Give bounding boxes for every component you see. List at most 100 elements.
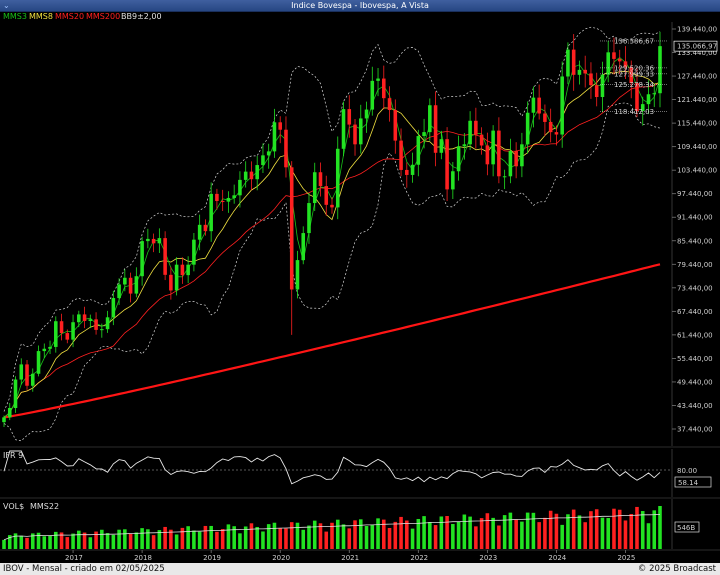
price-tick-label: 43.440,00 xyxy=(677,402,713,410)
candle-body xyxy=(554,132,559,135)
price-tick-label: 127.440,00 xyxy=(677,73,717,81)
volume-value-box xyxy=(674,521,700,533)
candle-body xyxy=(272,122,277,152)
candle-body xyxy=(215,193,219,201)
volume-bar xyxy=(358,519,363,549)
candle-body xyxy=(186,264,190,276)
volume-bar xyxy=(399,516,403,549)
candle-body xyxy=(134,276,139,294)
volume-bar xyxy=(232,526,236,549)
x-tick-label: 2023 xyxy=(479,554,497,562)
ifr-value-box xyxy=(674,476,712,488)
volume-avg-label: MMS22 xyxy=(30,502,59,511)
volume-bar xyxy=(289,522,294,549)
candle-body xyxy=(543,113,547,122)
volume-avg-line xyxy=(3,514,661,541)
price-tick-label: 109.440,00 xyxy=(677,143,717,151)
x-tick-label: 2017 xyxy=(65,554,83,562)
candle-body xyxy=(640,104,645,111)
candle-body xyxy=(318,172,323,187)
candle-body xyxy=(19,364,24,380)
candle-body xyxy=(42,348,47,352)
candle-body xyxy=(635,83,639,111)
volume-bar xyxy=(571,509,576,549)
legend-mms8: MMS8 xyxy=(29,12,53,21)
candle-body xyxy=(537,97,541,114)
volume-bar xyxy=(428,521,432,549)
volume-bar xyxy=(479,518,484,549)
volume-bar xyxy=(2,539,6,549)
candle-body xyxy=(422,132,426,137)
volume-bar xyxy=(606,518,610,549)
chart[interactable]: MMS3 MMS8 MMS20 MMS200 BB9±2,00 139.440,… xyxy=(0,12,720,563)
volume-bar xyxy=(134,532,139,549)
volume-panel: VOL$ MMS22 546B xyxy=(2,499,700,549)
candle-body xyxy=(428,105,432,133)
candle-body xyxy=(335,148,340,208)
volume-bar xyxy=(335,519,340,549)
volume-bar xyxy=(163,526,167,549)
candle-body xyxy=(48,346,52,349)
candle-body xyxy=(209,193,213,232)
candle-body xyxy=(583,69,587,74)
candle-body xyxy=(646,94,651,105)
ifr-line xyxy=(3,450,661,485)
volume-label: VOL$ xyxy=(3,502,24,511)
candle-body xyxy=(94,319,98,330)
ifr-panel: IFR 9 80.00 58.14 xyxy=(0,449,712,497)
candle-body xyxy=(589,73,593,86)
volume-bar xyxy=(341,524,346,549)
candle-body xyxy=(410,164,415,175)
volume-bar xyxy=(612,508,616,549)
volume-bar xyxy=(151,535,156,549)
volume-bar xyxy=(100,529,104,549)
volume-bar xyxy=(249,523,254,549)
candle-body xyxy=(508,150,513,177)
ifr-value-label: 58.14 xyxy=(678,479,699,487)
volume-bar xyxy=(65,537,70,549)
candle-body xyxy=(577,69,582,75)
candle-body xyxy=(330,204,334,208)
volume-bar xyxy=(405,520,409,549)
volume-bar xyxy=(105,533,110,549)
volume-bar xyxy=(347,528,352,549)
volume-bar xyxy=(146,529,150,549)
volume-bar xyxy=(13,533,18,549)
legend: MMS3 MMS8 MMS20 MMS200 BB9±2,00 xyxy=(3,12,162,21)
chevron-down-icon[interactable]: ⌄ xyxy=(3,1,10,10)
price-tick-label: 73.440,00 xyxy=(677,284,713,292)
volume-bar xyxy=(537,522,541,549)
volume-bar xyxy=(71,533,75,549)
candle-body xyxy=(617,58,622,62)
volume-bar xyxy=(462,514,467,549)
candle-body xyxy=(220,200,225,202)
candle-body xyxy=(502,176,507,178)
volume-bar xyxy=(658,506,662,549)
candle-body xyxy=(174,264,179,291)
volume-bar xyxy=(123,529,127,549)
volume-bar xyxy=(36,532,41,549)
x-tick-label: 2019 xyxy=(203,554,221,562)
last-price-box xyxy=(673,40,718,52)
candle-body xyxy=(157,238,162,244)
volume-bar xyxy=(180,527,185,549)
candle-body xyxy=(364,109,369,119)
price-tick-label: 121.440,00 xyxy=(677,96,717,104)
title-bar: ⌄ Indice Bovespa - Ibovespa, A Vista xyxy=(0,0,720,12)
volume-bar xyxy=(353,520,357,549)
candle-body xyxy=(307,203,311,234)
candle-body xyxy=(462,144,467,147)
candle-body xyxy=(451,171,455,190)
candle-body xyxy=(479,134,484,146)
volume-bar xyxy=(238,533,242,549)
volume-bar xyxy=(525,512,530,549)
volume-bar xyxy=(491,517,495,549)
candle-body xyxy=(278,122,282,130)
candle-body xyxy=(405,169,409,175)
volume-bar xyxy=(284,528,288,549)
volume-value-label: 546B xyxy=(677,524,695,532)
price-tick-label: 61.440,00 xyxy=(677,331,713,339)
bollinger-bands xyxy=(3,26,661,442)
candle-body xyxy=(192,239,196,265)
candle-body xyxy=(393,110,398,141)
